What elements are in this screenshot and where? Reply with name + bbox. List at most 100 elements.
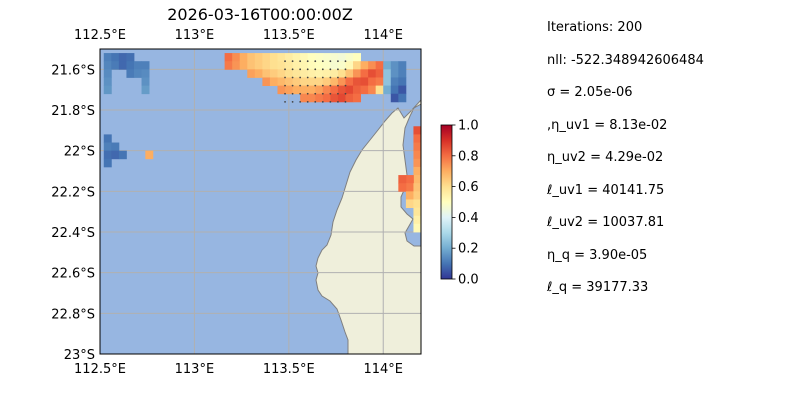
- ell-q-text: ℓ_q = 39177.33: [547, 280, 649, 295]
- heatmap-cell: [315, 61, 324, 70]
- heatmap-cell: [315, 53, 324, 62]
- heatmap-cell: [353, 85, 361, 95]
- y-tick-label: 22.6°S: [51, 267, 95, 282]
- heatmap-cell: [103, 53, 112, 62]
- observation-dot: [291, 84, 294, 87]
- heatmap-cell: [398, 85, 407, 95]
- colorbar-tick-label: 1.0: [458, 119, 479, 134]
- colorbar-tick-label: 0.6: [458, 180, 479, 195]
- heatmap-cell: [269, 61, 278, 70]
- heatmap-cell: [262, 69, 271, 78]
- heatmap-cell: [315, 85, 324, 95]
- y-tick-label: 22.4°S: [51, 226, 95, 241]
- heatmap-cell: [269, 69, 278, 78]
- heatmap-cell: [337, 93, 346, 103]
- heatmap-cell: [368, 77, 377, 86]
- heatmap-cell: [285, 85, 293, 95]
- heatmap-cell: [111, 150, 120, 160]
- observation-dot: [306, 76, 309, 79]
- x-tick-label-top: 112.5°E: [74, 28, 126, 43]
- observation-dot: [314, 76, 317, 79]
- heatmap-cell: [368, 69, 377, 78]
- observation-dot: [291, 76, 294, 79]
- colorbar-ticks: 0.0 0.2 0.4 0.6 0.8 1.0: [452, 119, 479, 288]
- heatmap-cell: [103, 69, 112, 78]
- heatmap-cell: [224, 53, 233, 62]
- heatmap-cell: [126, 69, 135, 78]
- heatmap-cell: [398, 69, 407, 78]
- observation-dot: [344, 76, 347, 79]
- y-tick-label: 21.6°S: [51, 63, 95, 78]
- heatmap-cell: [360, 61, 369, 70]
- heatmap-cell: [413, 215, 421, 225]
- x-tick-label-bottom: 112.5°E: [74, 362, 126, 377]
- observation-dot: [299, 68, 302, 71]
- observation-dot: [306, 60, 309, 63]
- heatmap-cell: [118, 61, 127, 70]
- heatmap-cell: [345, 61, 354, 70]
- heatmap-cell: [277, 61, 286, 70]
- heatmap-cell: [103, 158, 112, 168]
- heatmap-cell: [111, 61, 120, 70]
- observation-dot: [329, 84, 332, 87]
- heatmap-cell: [285, 77, 293, 86]
- heatmap-cell: [413, 158, 421, 168]
- heatmap-cell: [398, 77, 407, 86]
- heatmap-cell: [330, 69, 339, 78]
- observation-dot: [306, 100, 309, 103]
- heatmap-cell: [277, 69, 286, 78]
- heatmap-cell: [315, 93, 324, 103]
- observation-dot: [314, 60, 317, 63]
- observation-dot: [344, 92, 347, 95]
- x-tick-label-bottom: 113.5°E: [263, 362, 315, 377]
- observation-dot: [299, 92, 302, 95]
- heatmap-cell: [254, 69, 263, 78]
- heatmap-cell: [262, 77, 271, 86]
- heatmap-cell: [292, 69, 301, 78]
- heatmap-cell: [307, 53, 316, 62]
- heatmap-cell: [300, 77, 309, 86]
- heatmap-cell: [413, 207, 421, 217]
- heatmap-cell: [383, 85, 392, 95]
- heatmap-cell: [413, 166, 421, 176]
- heatmap-cell: [360, 69, 369, 78]
- heatmap-cell: [413, 142, 421, 152]
- heatmap-cell: [345, 77, 354, 86]
- heatmap-cell: [330, 85, 339, 95]
- heatmap-cell: [111, 53, 120, 62]
- heatmap-cell: [292, 85, 301, 95]
- heatmap-cell: [330, 53, 339, 62]
- heatmap-cell: [413, 126, 421, 135]
- gridlines: [100, 49, 421, 354]
- colorbar-tick-label: 0.8: [458, 149, 479, 164]
- heatmap-cell: [118, 53, 127, 62]
- heatmap-cell: [405, 199, 414, 208]
- heatmap-cell: [103, 134, 112, 143]
- observation-dot: [337, 84, 339, 87]
- heatmap-cell: [141, 69, 150, 78]
- heatmap-cell: [413, 183, 421, 192]
- observation-dot: [284, 76, 286, 79]
- heatmap-cell: [390, 77, 399, 86]
- heatmap-cell: [368, 61, 377, 70]
- heatmap-cell: [322, 85, 331, 95]
- heatmap-cell: [307, 85, 316, 95]
- heatmap-cell: [337, 85, 346, 95]
- observation-dot: [284, 100, 286, 103]
- heatmap-cell: [239, 61, 248, 70]
- heatmap-cell: [383, 69, 392, 78]
- observation-dot: [321, 76, 324, 79]
- heatmap-cell: [337, 69, 346, 78]
- observation-dot: [337, 68, 339, 71]
- heatmap-cell: [337, 53, 346, 62]
- heatmap-cell: [118, 150, 127, 160]
- heatmap-cell: [390, 93, 399, 103]
- observation-dot: [337, 76, 339, 79]
- heatmap-cell: [360, 77, 369, 86]
- observation-dot: [306, 84, 309, 87]
- heatmap-cell: [413, 175, 421, 184]
- observation-dot: [291, 68, 294, 71]
- x-tick-label-top: 114°E: [363, 28, 403, 43]
- heatmap-cell: [232, 53, 241, 62]
- y-tick-label: 23°S: [64, 348, 95, 363]
